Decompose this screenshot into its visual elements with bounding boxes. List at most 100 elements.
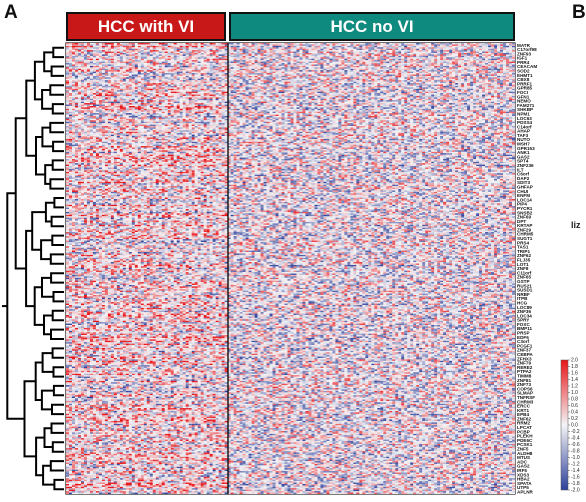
- heatmap-cell: [207, 69, 210, 70]
- heatmap-cell: [320, 63, 323, 64]
- heatmap-cell: [377, 53, 380, 54]
- heatmap-cell: [216, 46, 219, 47]
- heatmap-cell: [219, 62, 222, 63]
- heatmap-cell: [413, 70, 416, 71]
- heatmap-cell: [249, 57, 252, 58]
- heatmap-cell: [270, 69, 273, 70]
- heatmap-cell: [314, 53, 317, 54]
- heatmap-cell: [78, 53, 81, 54]
- heatmap-cell: [359, 70, 362, 71]
- heatmap-cell: [132, 50, 135, 51]
- heatmap-cell: [416, 59, 419, 60]
- heatmap-cell: [105, 52, 108, 53]
- heatmap-cell: [138, 59, 141, 60]
- heatmap-cell: [512, 59, 515, 60]
- heatmap-cell: [446, 67, 449, 68]
- heatmap-cell: [174, 60, 177, 61]
- heatmap-cell: [437, 59, 440, 60]
- heatmap-cell: [455, 64, 458, 65]
- heatmap-cell: [129, 63, 132, 64]
- heatmap-cell: [404, 63, 407, 64]
- heatmap-cell: [249, 66, 252, 67]
- heatmap-cell: [446, 47, 449, 48]
- heatmap-cell: [341, 52, 344, 53]
- heatmap-cell: [488, 64, 491, 65]
- heatmap-cell: [105, 67, 108, 68]
- heatmap-cell: [434, 70, 437, 71]
- heatmap-cell: [66, 67, 69, 68]
- heatmap-cell: [168, 70, 171, 71]
- heatmap-cell: [102, 60, 105, 61]
- heatmap-cell: [425, 69, 428, 70]
- heatmap-cell: [365, 59, 368, 60]
- heatmap-cell: [180, 60, 183, 61]
- heatmap-cell: [165, 66, 168, 67]
- heatmap-cell: [365, 64, 368, 65]
- heatmap-cell: [374, 47, 377, 48]
- heatmap-cell: [147, 69, 150, 70]
- heatmap-cell: [255, 49, 258, 50]
- heatmap-cell: [455, 44, 458, 45]
- heatmap-cell: [443, 62, 446, 63]
- heatmap-cell: [111, 59, 114, 60]
- heatmap-cell: [189, 46, 192, 47]
- heatmap-cell: [177, 50, 180, 51]
- heatmap-cell: [198, 52, 201, 53]
- heatmap-cell: [491, 66, 494, 67]
- heatmap-cell: [317, 59, 320, 60]
- heatmap-cell: [144, 62, 147, 63]
- heatmap-cell: [117, 57, 120, 58]
- heatmap-cell: [183, 63, 186, 64]
- heatmap-cell: [392, 47, 395, 48]
- heatmap-cell: [210, 63, 213, 64]
- heatmap-cell: [240, 66, 243, 67]
- heatmap-cell: [374, 46, 377, 47]
- heatmap-cell: [252, 54, 255, 55]
- heatmap-cell: [207, 64, 210, 65]
- heatmap-cell: [150, 57, 153, 58]
- heatmap-cell: [180, 66, 183, 67]
- heatmap-cell: [276, 64, 279, 65]
- heatmap-cell: [311, 69, 314, 70]
- heatmap-cell: [120, 59, 123, 60]
- heatmap-cell: [488, 69, 491, 70]
- heatmap-cell: [344, 53, 347, 54]
- heatmap-cell: [141, 66, 144, 67]
- heatmap-cell: [458, 46, 461, 47]
- heatmap-cell: [503, 47, 506, 48]
- heatmap-cell: [293, 63, 296, 64]
- heatmap-cell: [347, 53, 350, 54]
- heatmap-cell: [234, 53, 237, 54]
- heatmap-cell: [264, 63, 267, 64]
- heatmap-cell: [407, 53, 410, 54]
- heatmap-cell: [285, 66, 288, 67]
- heatmap-cell: [117, 49, 120, 50]
- heatmap-cell: [66, 64, 69, 65]
- heatmap-cell: [473, 64, 476, 65]
- heatmap-cell: [509, 54, 512, 55]
- heatmap-cell: [141, 62, 144, 63]
- heatmap-cell: [323, 59, 326, 60]
- heatmap-cell: [428, 62, 431, 63]
- heatmap-cell: [446, 46, 449, 47]
- heatmap-cell: [153, 64, 156, 65]
- heatmap-cell: [512, 53, 515, 54]
- heatmap-cell: [108, 60, 111, 61]
- heatmap-cell: [455, 69, 458, 70]
- heatmap-cell: [470, 60, 473, 61]
- heatmap-cell: [90, 49, 93, 50]
- heatmap-cell: [326, 53, 329, 54]
- heatmap-cell: [407, 66, 410, 67]
- heatmap-cell: [305, 69, 308, 70]
- heatmap-cell: [455, 52, 458, 53]
- heatmap-cell: [380, 47, 383, 48]
- heatmap-cell: [485, 69, 488, 70]
- heatmap-cell: [341, 53, 344, 54]
- heatmap-cell: [246, 63, 249, 64]
- heatmap-cell: [401, 62, 404, 63]
- heatmap-cell: [168, 67, 171, 68]
- heatmap-cell: [213, 67, 216, 68]
- heatmap-cell: [362, 54, 365, 55]
- heatmap-cell: [249, 53, 252, 54]
- heatmap-cell: [174, 46, 177, 47]
